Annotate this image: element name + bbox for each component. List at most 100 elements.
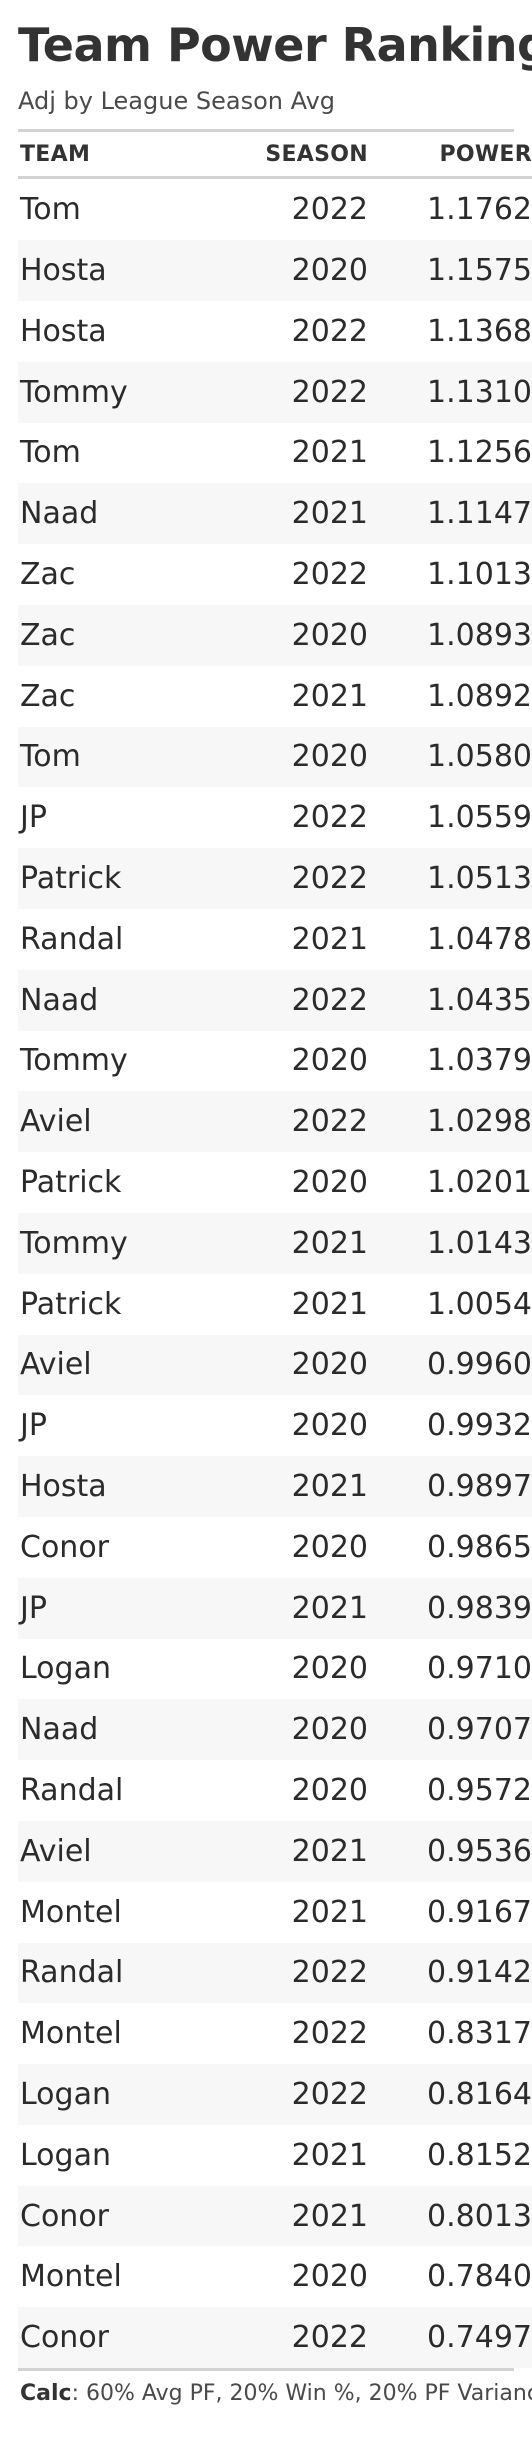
cell-team: JP [18,787,194,849]
bottom-divider [18,2368,514,2372]
table-row: Tom 2021 1.1256 [18,422,532,484]
cell-power: 1.0435 [372,969,532,1031]
table-row: Patrick 2020 1.0201 [18,1152,532,1213]
table-row: Patrick 2021 1.0054 [18,1273,532,1335]
cell-team: Tommy [18,361,194,423]
cell-power: 1.0054 [372,1273,532,1335]
cell-power: 1.0893 [372,604,532,666]
cell-team: Montel [18,2003,194,2065]
table-row: Zac 2020 1.0893 [18,604,532,666]
cell-season: 2022 [194,787,372,849]
cell-team: Tom [18,422,194,484]
column-header-team: TEAM [18,132,194,180]
cell-team: Patrick [18,1273,194,1335]
table-row: Tom 2020 1.0580 [18,726,532,788]
cell-season: 2022 [194,969,372,1031]
cell-season: 2020 [194,2246,372,2308]
table-body: Tom 2022 1.1762 Hosta 2020 1.1575 Hosta 2022 1.1… [18,177,532,2369]
cell-team: Naad [18,1699,194,1761]
cell-power: 0.9707 [372,1699,532,1761]
cell-team: Zac [18,665,194,727]
cell-team: Randal [18,908,194,970]
cell-team: Randal [18,1760,194,1821]
table-row: Naad 2021 1.1147 [18,483,532,545]
cell-power: 1.1147 [372,483,532,545]
cell-team: Hosta [18,240,194,301]
cell-team: Logan [18,2064,194,2125]
table-row: Tom 2022 1.1762 [18,177,532,241]
cell-season: 2020 [194,1638,372,1700]
cell-team: Patrick [18,848,194,909]
cell-team: Tom [18,177,194,241]
cell-team: Naad [18,483,194,545]
cell-power: 1.1575 [372,240,532,301]
cell-power: 1.0201 [372,1152,532,1213]
footnote-label: Calc [20,2381,72,2407]
cell-power: 0.9572 [372,1760,532,1821]
table-row: JP 2020 0.9932 [18,1395,532,1457]
cell-power: 1.0143 [372,1212,532,1274]
table-row: Hosta 2021 0.9897 [18,1456,532,1517]
page-title: Team Power Rankings [18,18,532,72]
table-row: Logan 2020 0.9710 [18,1638,532,1700]
rankings-table: TEAM SEASON POWER Tom 2022 1.1762 Hosta 2020… [18,132,532,2369]
cell-team: Tommy [18,1030,194,1092]
cell-team: Logan [18,1638,194,1700]
table-row: Aviel 2022 1.0298 [18,1091,532,1153]
cell-team: Tommy [18,1212,194,1274]
cell-power: 1.0513 [372,848,532,909]
cell-season: 2021 [194,2124,372,2186]
cell-season: 2020 [194,1516,372,1578]
table-row: Conor 2021 0.8013 [18,2185,532,2247]
cell-season: 2021 [194,1820,372,1882]
cell-season: 2022 [194,2307,372,2369]
cell-season: 2022 [194,848,372,909]
cell-season: 2022 [194,361,372,423]
table-row: JP 2021 0.9839 [18,1577,532,1639]
cell-team: Logan [18,2124,194,2186]
cell-power: 1.0580 [372,726,532,788]
cell-team: Aviel [18,1334,194,1396]
cell-season: 2020 [194,240,372,301]
cell-season: 2021 [194,1881,372,1943]
table-row: Aviel 2021 0.9536 [18,1820,532,1882]
cell-power: 0.8164 [372,2064,532,2125]
cell-power: 0.9142 [372,1942,532,2004]
cell-season: 2022 [194,177,372,241]
cell-season: 2020 [194,726,372,788]
cell-power: 0.9865 [372,1516,532,1578]
cell-power: 1.0559 [372,787,532,849]
footnote-text: : 60% Avg PF, 20% Win %, 20% PF Variance [71,2381,532,2407]
cell-team: Hosta [18,300,194,362]
cell-team: Conor [18,1516,194,1578]
cell-team: Patrick [18,1152,194,1213]
cell-season: 2022 [194,1942,372,2004]
cell-team: Tom [18,726,194,788]
cell-power: 1.0298 [372,1091,532,1153]
cell-season: 2022 [194,2003,372,2065]
cell-season: 2021 [194,665,372,727]
cell-power: 0.8152 [372,2124,532,2186]
table-row: JP 2022 1.0559 [18,787,532,849]
cell-season: 2021 [194,908,372,970]
table-row: Patrick 2022 1.0513 [18,848,532,909]
cell-season: 2020 [194,1760,372,1821]
cell-power: 0.9167 [372,1881,532,1943]
table-row: Hosta 2020 1.1575 [18,240,532,301]
cell-season: 2021 [194,483,372,545]
cell-power: 1.1310 [372,361,532,423]
table-row: Tommy 2021 1.0143 [18,1212,532,1274]
cell-power: 1.1762 [372,177,532,241]
table-row: Naad 2022 1.0435 [18,969,532,1031]
cell-power: 0.9897 [372,1456,532,1517]
table-row: Conor 2020 0.9865 [18,1516,532,1578]
top-divider [18,129,514,133]
cell-power: 1.0478 [372,908,532,970]
cell-team: Conor [18,2185,194,2247]
cell-team: Zac [18,604,194,666]
cell-power: 0.9960 [372,1334,532,1396]
cell-season: 2021 [194,1577,372,1639]
cell-team: Hosta [18,1456,194,1517]
cell-season: 2020 [194,1334,372,1396]
